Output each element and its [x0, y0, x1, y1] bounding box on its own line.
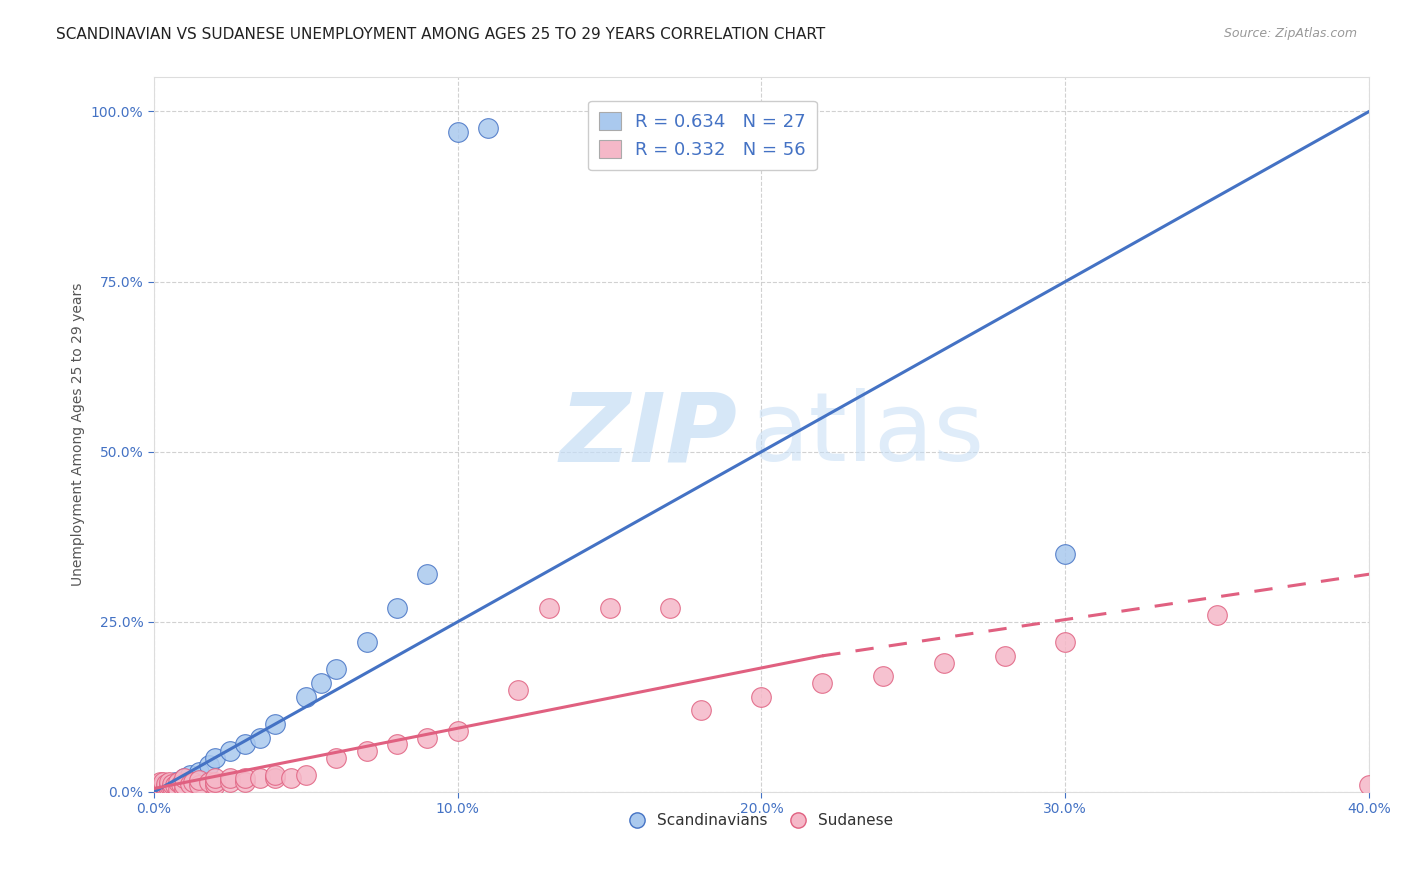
Point	[751, 125, 773, 139]
Point	[173, 772, 195, 786]
Point	[218, 772, 240, 786]
Point	[1206, 607, 1229, 622]
Point	[152, 781, 174, 796]
Point	[204, 772, 226, 786]
Point	[173, 772, 195, 786]
Point	[508, 682, 530, 697]
Point	[157, 778, 180, 792]
Text: Source: ZipAtlas.com: Source: ZipAtlas.com	[1223, 27, 1357, 40]
Point	[811, 676, 834, 690]
Point	[149, 780, 172, 794]
Point	[197, 774, 219, 789]
Point	[146, 781, 169, 796]
Point	[309, 676, 332, 690]
Point	[447, 125, 470, 139]
Point	[356, 744, 378, 758]
Point	[872, 669, 894, 683]
Point	[146, 781, 169, 796]
Point	[155, 780, 177, 794]
Text: SCANDINAVIAN VS SUDANESE UNEMPLOYMENT AMONG AGES 25 TO 29 YEARS CORRELATION CHAR: SCANDINAVIAN VS SUDANESE UNEMPLOYMENT AM…	[56, 27, 825, 42]
Point	[599, 601, 621, 615]
Point	[149, 774, 172, 789]
Point	[167, 777, 190, 791]
Point	[218, 744, 240, 758]
Point	[157, 781, 180, 796]
Point	[173, 778, 195, 792]
Point	[477, 121, 499, 136]
Point	[993, 648, 1015, 663]
Point	[160, 777, 183, 791]
Point	[179, 768, 201, 782]
Point	[179, 777, 201, 791]
Point	[157, 778, 180, 792]
Point	[325, 663, 347, 677]
Point	[1054, 547, 1077, 561]
Point	[170, 777, 193, 791]
Point	[537, 601, 560, 615]
Point	[325, 751, 347, 765]
Point	[149, 780, 172, 794]
Y-axis label: Unemployment Among Ages 25 to 29 years: Unemployment Among Ages 25 to 29 years	[72, 283, 86, 586]
Point	[165, 778, 187, 792]
Point	[1054, 635, 1077, 649]
Point	[204, 774, 226, 789]
Point	[218, 774, 240, 789]
Text: ZIP: ZIP	[560, 388, 737, 481]
Point	[416, 567, 439, 582]
Point	[188, 772, 211, 787]
Point	[165, 774, 187, 789]
Point	[280, 772, 302, 786]
Point	[233, 772, 256, 786]
Point	[197, 757, 219, 772]
Point	[1358, 778, 1381, 792]
Point	[188, 778, 211, 792]
Point	[932, 656, 955, 670]
Point	[173, 781, 195, 796]
Point	[233, 774, 256, 789]
Text: atlas: atlas	[749, 388, 984, 481]
Point	[188, 764, 211, 779]
Point	[152, 778, 174, 792]
Point	[356, 635, 378, 649]
Point	[751, 690, 773, 704]
Point	[204, 751, 226, 765]
Point	[249, 731, 271, 745]
Point	[160, 780, 183, 794]
Point	[416, 731, 439, 745]
Point	[167, 774, 190, 789]
Point	[167, 781, 190, 796]
Point	[264, 772, 287, 786]
Point	[146, 778, 169, 792]
Point	[249, 772, 271, 786]
Point	[152, 774, 174, 789]
Point	[294, 768, 316, 782]
Point	[157, 774, 180, 789]
Point	[183, 774, 205, 789]
Point	[385, 601, 408, 615]
Point	[264, 717, 287, 731]
Point	[155, 780, 177, 794]
Point	[294, 690, 316, 704]
Point	[160, 778, 183, 792]
Point	[447, 723, 470, 738]
Legend: Scandinavians, Sudanese: Scandinavians, Sudanese	[624, 807, 900, 834]
Point	[233, 737, 256, 751]
Point	[152, 778, 174, 792]
Point	[264, 768, 287, 782]
Point	[385, 737, 408, 751]
Point	[204, 778, 226, 792]
Point	[155, 777, 177, 791]
Point	[659, 601, 682, 615]
Point	[689, 703, 711, 717]
